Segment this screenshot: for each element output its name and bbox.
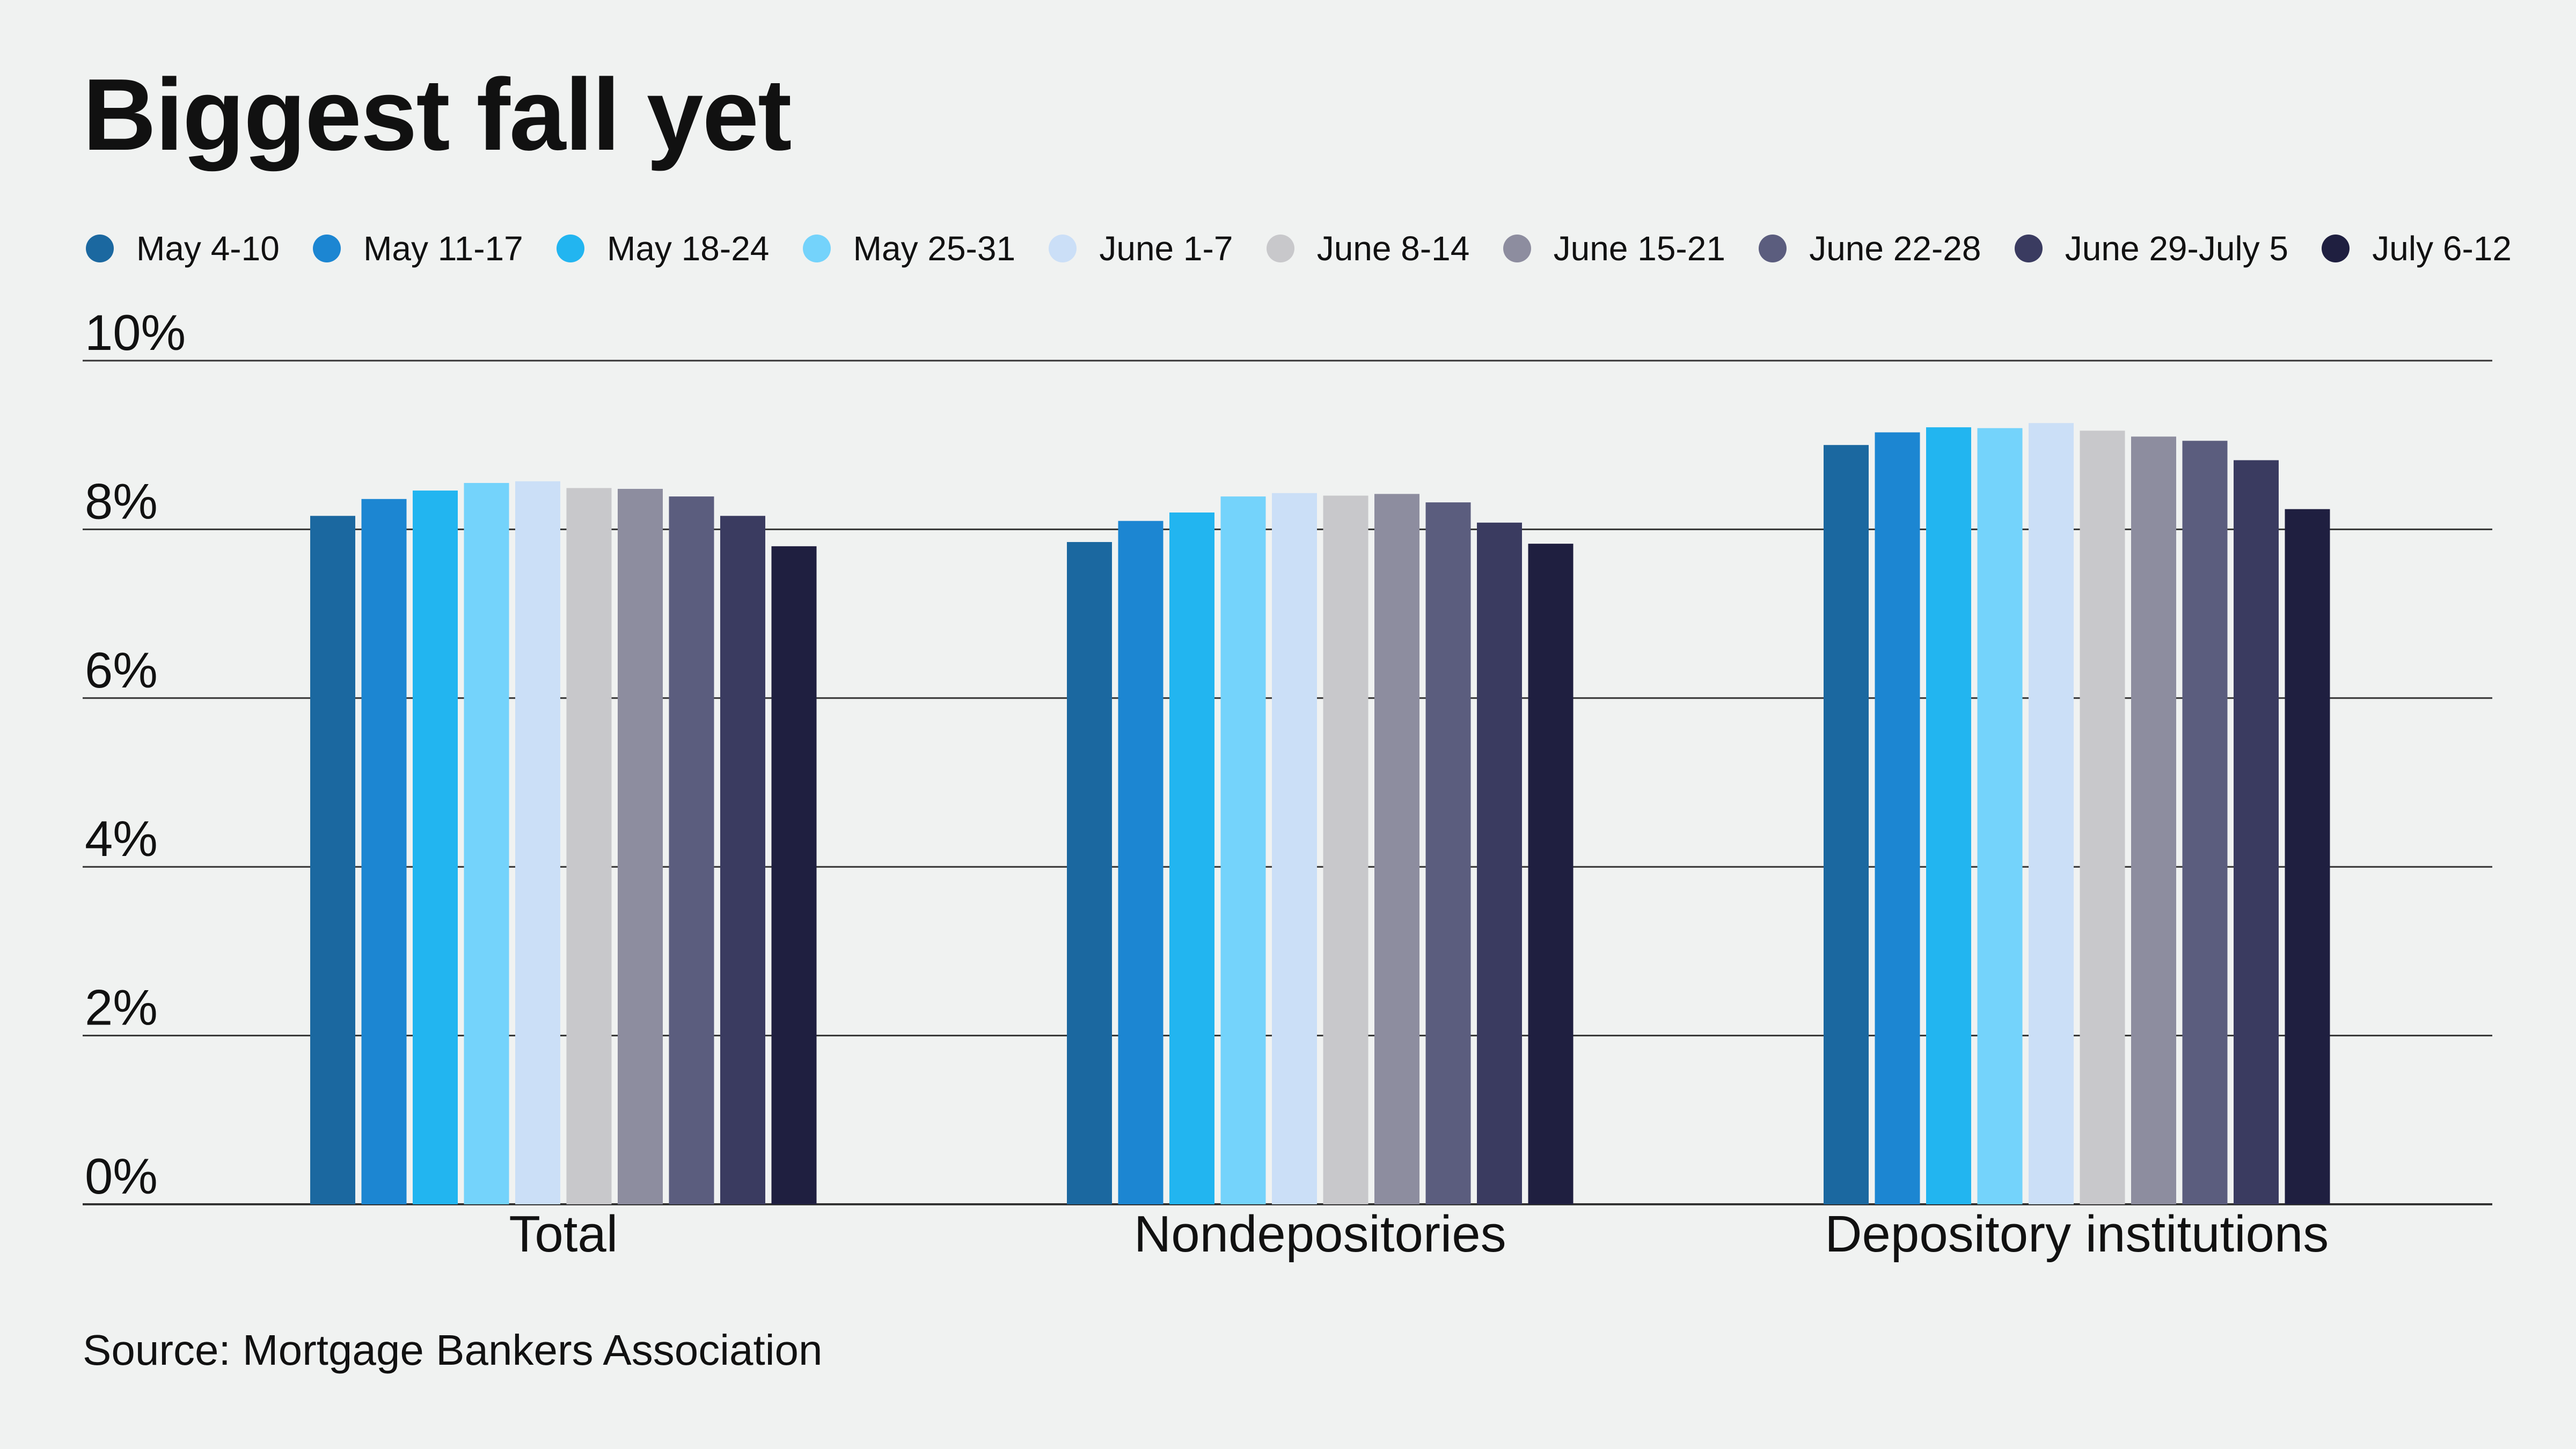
legend-label: May 25-31 (853, 229, 1016, 268)
legend-item: June 8-14 (1266, 229, 1470, 268)
bar (2182, 441, 2228, 1204)
x-category-label: Nondepositories (1134, 1205, 1506, 1263)
legend-item: June 1-7 (1049, 229, 1233, 268)
bar (2285, 509, 2330, 1204)
bar (310, 516, 355, 1204)
legend-label: June 15-21 (1553, 229, 1725, 268)
legend-label: May 18-24 (607, 229, 770, 268)
bar (1118, 521, 1163, 1205)
x-category-label: Total (509, 1205, 618, 1263)
legend-label: May 11-17 (363, 229, 523, 268)
y-tick-label: 0% (85, 1148, 158, 1204)
y-tick-label: 8% (85, 473, 158, 529)
legend-item: May 18-24 (557, 229, 769, 268)
axes: 0% 2% 4% 6% 8% 10% Total Nondepositories Deposit… (85, 304, 2329, 1263)
legend: May 4-10 May 11-17 May 18-24 May 25-31 J… (86, 224, 2512, 273)
bar (771, 546, 817, 1204)
legend-swatch (2322, 235, 2350, 262)
bar (1067, 541, 1112, 1204)
bar (1220, 496, 1266, 1204)
bar (1977, 428, 2023, 1204)
bar (720, 516, 765, 1204)
bar (669, 496, 714, 1204)
bar (1272, 493, 1317, 1205)
legend-label: June 8-14 (1316, 229, 1470, 268)
bar (1926, 427, 1971, 1204)
bar (1425, 502, 1471, 1205)
legend-swatch (2014, 235, 2043, 262)
x-category-label: Depository institutions (1825, 1205, 2329, 1263)
bar (2131, 436, 2176, 1204)
legend-item: May 4-10 (86, 229, 280, 268)
legend-label: June 29-July 5 (2065, 229, 2288, 268)
bar (2234, 460, 2279, 1204)
bar (1528, 544, 1574, 1204)
bar (1323, 495, 1368, 1204)
legend-label: May 4-10 (136, 229, 280, 268)
bar (464, 482, 509, 1205)
legend-swatch (86, 235, 114, 262)
bar (618, 488, 663, 1204)
legend-item: July 6-12 (2322, 229, 2512, 268)
bar (361, 499, 407, 1204)
legend-swatch (557, 235, 584, 262)
bar (2029, 423, 2074, 1204)
bar (2080, 430, 2125, 1204)
legend-label: June 22-28 (1809, 229, 1981, 268)
legend-item: May 11-17 (313, 229, 523, 268)
legend-swatch (1266, 235, 1294, 262)
legend-item: June 15-21 (1503, 229, 1725, 268)
legend-swatch (313, 235, 341, 262)
y-tick-label: 10% (85, 304, 186, 361)
y-tick-label: 4% (85, 810, 158, 867)
chart-title: Biggest fall yet (83, 58, 792, 172)
legend-swatch (1049, 235, 1077, 262)
bar (1477, 522, 1522, 1204)
legend-swatch (802, 235, 831, 262)
bar (1374, 494, 1419, 1204)
bar (566, 488, 612, 1204)
legend-label: June 1-7 (1099, 229, 1233, 268)
bar (1875, 432, 1920, 1204)
legend-item: June 22-28 (1759, 229, 1981, 268)
bars (310, 423, 2330, 1205)
bar (515, 481, 560, 1204)
legend-item: May 25-31 (802, 229, 1016, 268)
bar (1824, 445, 1869, 1205)
bar (413, 491, 458, 1204)
legend-item: June 29-July 5 (2014, 229, 2288, 268)
legend-swatch (1759, 235, 1787, 262)
bar (1169, 512, 1214, 1205)
legend-label: July 6-12 (2372, 229, 2512, 268)
source-note: Source: Mortgage Bankers Association (83, 1326, 823, 1374)
y-tick-label: 2% (85, 979, 158, 1036)
legend-swatch (1503, 235, 1531, 262)
y-tick-label: 6% (85, 642, 158, 698)
